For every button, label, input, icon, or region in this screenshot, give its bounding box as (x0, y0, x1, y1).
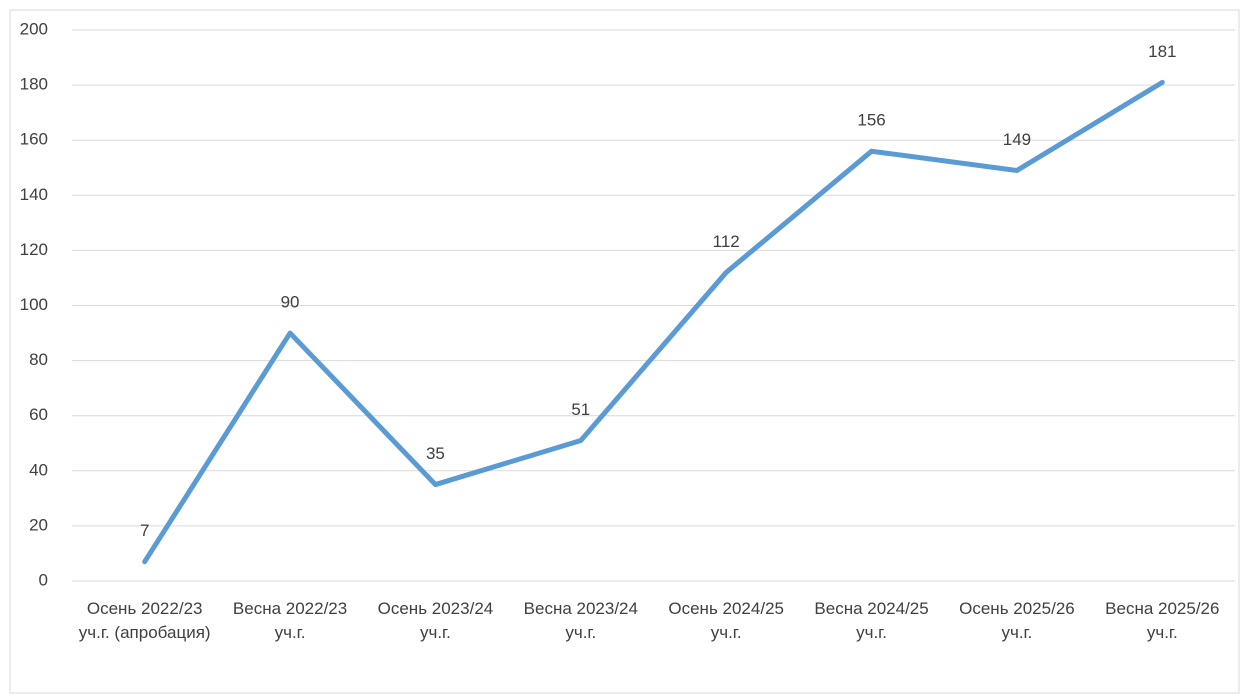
y-tick-label: 180 (20, 75, 48, 94)
y-tick-label: 20 (29, 515, 48, 534)
x-tick-label: Весна 2022/23 уч.г. (232, 599, 348, 642)
x-tick-label: Осень 2023/24 уч.г. (377, 599, 494, 642)
y-tick-label: 140 (20, 185, 48, 204)
y-tick-label: 0 (39, 570, 48, 589)
y-tick-label: 40 (29, 460, 48, 479)
x-tick-label: Весна 2024/25 уч.г. (814, 599, 929, 642)
y-tick-label: 160 (20, 130, 48, 149)
data-label: 112 (713, 232, 740, 251)
chart-frame (9, 9, 1240, 694)
y-tick-label: 120 (20, 240, 48, 259)
data-label: 35 (426, 444, 445, 463)
y-tick-label: 100 (20, 295, 48, 314)
data-label: 51 (571, 400, 590, 419)
y-tick-label: 200 (20, 19, 48, 38)
data-label: 7 (140, 521, 149, 540)
data-label: 156 (857, 111, 885, 130)
x-tick-label: Осень 2025/26 уч.г. (959, 599, 1075, 642)
data-label: 181 (1148, 42, 1176, 61)
x-tick-label: Весна 2025/26 уч.г. (1105, 599, 1220, 642)
line (142, 79, 1165, 565)
y-tick-label: 80 (29, 350, 48, 369)
x-tick-label: Осень 2022/23 уч.г. (апробация) (78, 599, 211, 642)
y-tick-label: 60 (29, 405, 48, 424)
data-label: 90 (281, 293, 300, 312)
x-tick-label: Осень 2024/25 уч.г. (668, 599, 784, 642)
x-tick-label: Весна 2023/24 уч.г. (523, 599, 638, 642)
data-label: 149 (1003, 130, 1031, 149)
